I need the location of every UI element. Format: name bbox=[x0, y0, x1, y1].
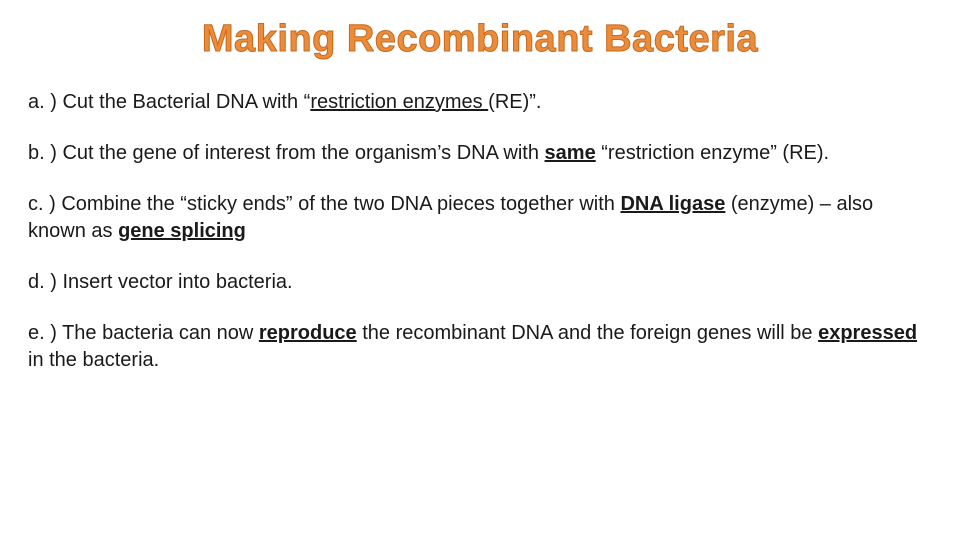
step-e-prefix: e. ) The bacteria can now bbox=[28, 322, 259, 344]
step-b-mid: “restriction enzyme” (RE). bbox=[596, 142, 829, 164]
step-e-term2: expressed bbox=[818, 322, 917, 344]
slide: Making Recombinant Bacteria a. ) Cut the… bbox=[0, 0, 960, 540]
step-a-suffix: (RE)”. bbox=[488, 91, 541, 113]
step-b-keyterm: same bbox=[545, 142, 596, 164]
step-a-prefix: a. ) Cut the Bacterial DNA with “ bbox=[28, 91, 310, 113]
step-d: d. ) Insert vector into bacteria. bbox=[28, 269, 932, 296]
step-e-mid: the recombinant DNA and the foreign gene… bbox=[357, 322, 818, 344]
step-e-term1: reproduce bbox=[259, 322, 357, 344]
step-d-text: d. ) Insert vector into bacteria. bbox=[28, 271, 293, 293]
step-b-prefix: b. ) Cut the gene of interest from the o… bbox=[28, 142, 545, 164]
step-c: c. ) Combine the “sticky ends” of the tw… bbox=[28, 191, 932, 245]
step-c-term1: DNA ligase bbox=[620, 193, 725, 215]
step-c-prefix: c. ) Combine the “sticky ends” of the tw… bbox=[28, 193, 620, 215]
step-e-suffix: in the bacteria. bbox=[28, 349, 159, 371]
step-a-keyterm: restriction enzymes bbox=[310, 91, 488, 113]
step-e: e. ) The bacteria can now reproduce the … bbox=[28, 320, 932, 374]
step-a: a. ) Cut the Bacterial DNA with “restric… bbox=[28, 89, 932, 116]
step-c-term2: gene splicing bbox=[118, 220, 246, 242]
slide-title: Making Recombinant Bacteria bbox=[28, 18, 932, 61]
step-b: b. ) Cut the gene of interest from the o… bbox=[28, 140, 932, 167]
